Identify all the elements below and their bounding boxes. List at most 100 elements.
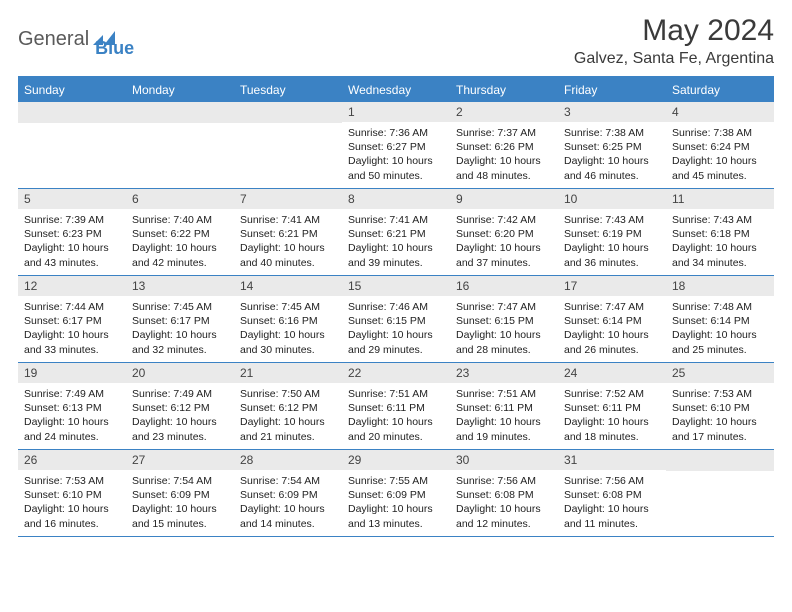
week-row: 19Sunrise: 7:49 AMSunset: 6:13 PMDayligh… bbox=[18, 363, 774, 450]
sunrise-line: Sunrise: 7:51 AM bbox=[348, 387, 444, 401]
week-row: 26Sunrise: 7:53 AMSunset: 6:10 PMDayligh… bbox=[18, 450, 774, 537]
daylight-line: Daylight: 10 hours and 42 minutes. bbox=[132, 241, 228, 269]
sunset-line: Sunset: 6:20 PM bbox=[456, 227, 552, 241]
daylight-line: Daylight: 10 hours and 29 minutes. bbox=[348, 328, 444, 356]
daylight-line: Daylight: 10 hours and 13 minutes. bbox=[348, 502, 444, 530]
sunset-line: Sunset: 6:11 PM bbox=[456, 401, 552, 415]
sunset-line: Sunset: 6:17 PM bbox=[24, 314, 120, 328]
sunrise-line: Sunrise: 7:53 AM bbox=[672, 387, 768, 401]
day-body: Sunrise: 7:44 AMSunset: 6:17 PMDaylight:… bbox=[18, 296, 126, 361]
sunset-line: Sunset: 6:22 PM bbox=[132, 227, 228, 241]
sunrise-line: Sunrise: 7:56 AM bbox=[456, 474, 552, 488]
day-body: Sunrise: 7:51 AMSunset: 6:11 PMDaylight:… bbox=[450, 383, 558, 448]
day-number: 27 bbox=[126, 450, 234, 470]
sunrise-line: Sunrise: 7:39 AM bbox=[24, 213, 120, 227]
day-number: 8 bbox=[342, 189, 450, 209]
daylight-line: Daylight: 10 hours and 48 minutes. bbox=[456, 154, 552, 182]
day-cell bbox=[234, 102, 342, 188]
daylight-line: Daylight: 10 hours and 19 minutes. bbox=[456, 415, 552, 443]
sunset-line: Sunset: 6:16 PM bbox=[240, 314, 336, 328]
daylight-line: Daylight: 10 hours and 26 minutes. bbox=[564, 328, 660, 356]
sunrise-line: Sunrise: 7:56 AM bbox=[564, 474, 660, 488]
weekday-monday: Monday bbox=[126, 78, 234, 102]
sunset-line: Sunset: 6:21 PM bbox=[348, 227, 444, 241]
sunset-line: Sunset: 6:13 PM bbox=[24, 401, 120, 415]
day-cell: 21Sunrise: 7:50 AMSunset: 6:12 PMDayligh… bbox=[234, 363, 342, 449]
sunset-line: Sunset: 6:19 PM bbox=[564, 227, 660, 241]
sunset-line: Sunset: 6:10 PM bbox=[24, 488, 120, 502]
day-number bbox=[126, 102, 234, 123]
day-number: 13 bbox=[126, 276, 234, 296]
daylight-line: Daylight: 10 hours and 17 minutes. bbox=[672, 415, 768, 443]
sunrise-line: Sunrise: 7:50 AM bbox=[240, 387, 336, 401]
day-cell: 8Sunrise: 7:41 AMSunset: 6:21 PMDaylight… bbox=[342, 189, 450, 275]
day-body: Sunrise: 7:54 AMSunset: 6:09 PMDaylight:… bbox=[126, 470, 234, 535]
daylight-line: Daylight: 10 hours and 33 minutes. bbox=[24, 328, 120, 356]
day-body: Sunrise: 7:45 AMSunset: 6:17 PMDaylight:… bbox=[126, 296, 234, 361]
daylight-line: Daylight: 10 hours and 28 minutes. bbox=[456, 328, 552, 356]
day-number bbox=[234, 102, 342, 123]
sunrise-line: Sunrise: 7:47 AM bbox=[456, 300, 552, 314]
sunset-line: Sunset: 6:15 PM bbox=[456, 314, 552, 328]
sunset-line: Sunset: 6:23 PM bbox=[24, 227, 120, 241]
weekday-sunday: Sunday bbox=[18, 78, 126, 102]
daylight-line: Daylight: 10 hours and 14 minutes. bbox=[240, 502, 336, 530]
sunrise-line: Sunrise: 7:42 AM bbox=[456, 213, 552, 227]
day-body: Sunrise: 7:40 AMSunset: 6:22 PMDaylight:… bbox=[126, 209, 234, 274]
day-cell: 3Sunrise: 7:38 AMSunset: 6:25 PMDaylight… bbox=[558, 102, 666, 188]
day-body: Sunrise: 7:37 AMSunset: 6:26 PMDaylight:… bbox=[450, 122, 558, 187]
day-cell: 1Sunrise: 7:36 AMSunset: 6:27 PMDaylight… bbox=[342, 102, 450, 188]
day-body: Sunrise: 7:55 AMSunset: 6:09 PMDaylight:… bbox=[342, 470, 450, 535]
day-cell: 22Sunrise: 7:51 AMSunset: 6:11 PMDayligh… bbox=[342, 363, 450, 449]
day-cell: 10Sunrise: 7:43 AMSunset: 6:19 PMDayligh… bbox=[558, 189, 666, 275]
title-block: May 2024 Galvez, Santa Fe, Argentina bbox=[574, 14, 774, 68]
sunrise-line: Sunrise: 7:55 AM bbox=[348, 474, 444, 488]
day-number: 18 bbox=[666, 276, 774, 296]
sunrise-line: Sunrise: 7:49 AM bbox=[132, 387, 228, 401]
sunset-line: Sunset: 6:21 PM bbox=[240, 227, 336, 241]
logo-text-1: General bbox=[18, 28, 89, 51]
day-cell: 14Sunrise: 7:45 AMSunset: 6:16 PMDayligh… bbox=[234, 276, 342, 362]
daylight-line: Daylight: 10 hours and 23 minutes. bbox=[132, 415, 228, 443]
day-cell: 15Sunrise: 7:46 AMSunset: 6:15 PMDayligh… bbox=[342, 276, 450, 362]
day-body: Sunrise: 7:56 AMSunset: 6:08 PMDaylight:… bbox=[558, 470, 666, 535]
day-body: Sunrise: 7:56 AMSunset: 6:08 PMDaylight:… bbox=[450, 470, 558, 535]
day-body: Sunrise: 7:38 AMSunset: 6:25 PMDaylight:… bbox=[558, 122, 666, 187]
sunrise-line: Sunrise: 7:49 AM bbox=[24, 387, 120, 401]
day-cell: 24Sunrise: 7:52 AMSunset: 6:11 PMDayligh… bbox=[558, 363, 666, 449]
logo-text-2: Blue bbox=[95, 38, 134, 59]
sunset-line: Sunset: 6:09 PM bbox=[348, 488, 444, 502]
weekday-row: SundayMondayTuesdayWednesdayThursdayFrid… bbox=[18, 78, 774, 102]
day-cell: 27Sunrise: 7:54 AMSunset: 6:09 PMDayligh… bbox=[126, 450, 234, 536]
day-number: 25 bbox=[666, 363, 774, 383]
day-body: Sunrise: 7:41 AMSunset: 6:21 PMDaylight:… bbox=[342, 209, 450, 274]
day-body: Sunrise: 7:39 AMSunset: 6:23 PMDaylight:… bbox=[18, 209, 126, 274]
day-number: 5 bbox=[18, 189, 126, 209]
day-cell: 2Sunrise: 7:37 AMSunset: 6:26 PMDaylight… bbox=[450, 102, 558, 188]
day-cell: 7Sunrise: 7:41 AMSunset: 6:21 PMDaylight… bbox=[234, 189, 342, 275]
sunset-line: Sunset: 6:12 PM bbox=[240, 401, 336, 415]
day-body: Sunrise: 7:53 AMSunset: 6:10 PMDaylight:… bbox=[666, 383, 774, 448]
weekday-wednesday: Wednesday bbox=[342, 78, 450, 102]
logo: General Blue bbox=[18, 20, 134, 59]
daylight-line: Daylight: 10 hours and 39 minutes. bbox=[348, 241, 444, 269]
sunrise-line: Sunrise: 7:54 AM bbox=[240, 474, 336, 488]
day-number: 19 bbox=[18, 363, 126, 383]
sunset-line: Sunset: 6:26 PM bbox=[456, 140, 552, 154]
weekday-thursday: Thursday bbox=[450, 78, 558, 102]
day-number bbox=[666, 450, 774, 471]
day-cell: 30Sunrise: 7:56 AMSunset: 6:08 PMDayligh… bbox=[450, 450, 558, 536]
day-number: 31 bbox=[558, 450, 666, 470]
day-number: 2 bbox=[450, 102, 558, 122]
sunrise-line: Sunrise: 7:46 AM bbox=[348, 300, 444, 314]
sunrise-line: Sunrise: 7:41 AM bbox=[348, 213, 444, 227]
sunset-line: Sunset: 6:09 PM bbox=[240, 488, 336, 502]
sunset-line: Sunset: 6:09 PM bbox=[132, 488, 228, 502]
daylight-line: Daylight: 10 hours and 16 minutes. bbox=[24, 502, 120, 530]
day-body: Sunrise: 7:49 AMSunset: 6:13 PMDaylight:… bbox=[18, 383, 126, 448]
sunset-line: Sunset: 6:14 PM bbox=[564, 314, 660, 328]
day-body: Sunrise: 7:54 AMSunset: 6:09 PMDaylight:… bbox=[234, 470, 342, 535]
sunrise-line: Sunrise: 7:38 AM bbox=[672, 126, 768, 140]
day-cell: 5Sunrise: 7:39 AMSunset: 6:23 PMDaylight… bbox=[18, 189, 126, 275]
day-number: 30 bbox=[450, 450, 558, 470]
